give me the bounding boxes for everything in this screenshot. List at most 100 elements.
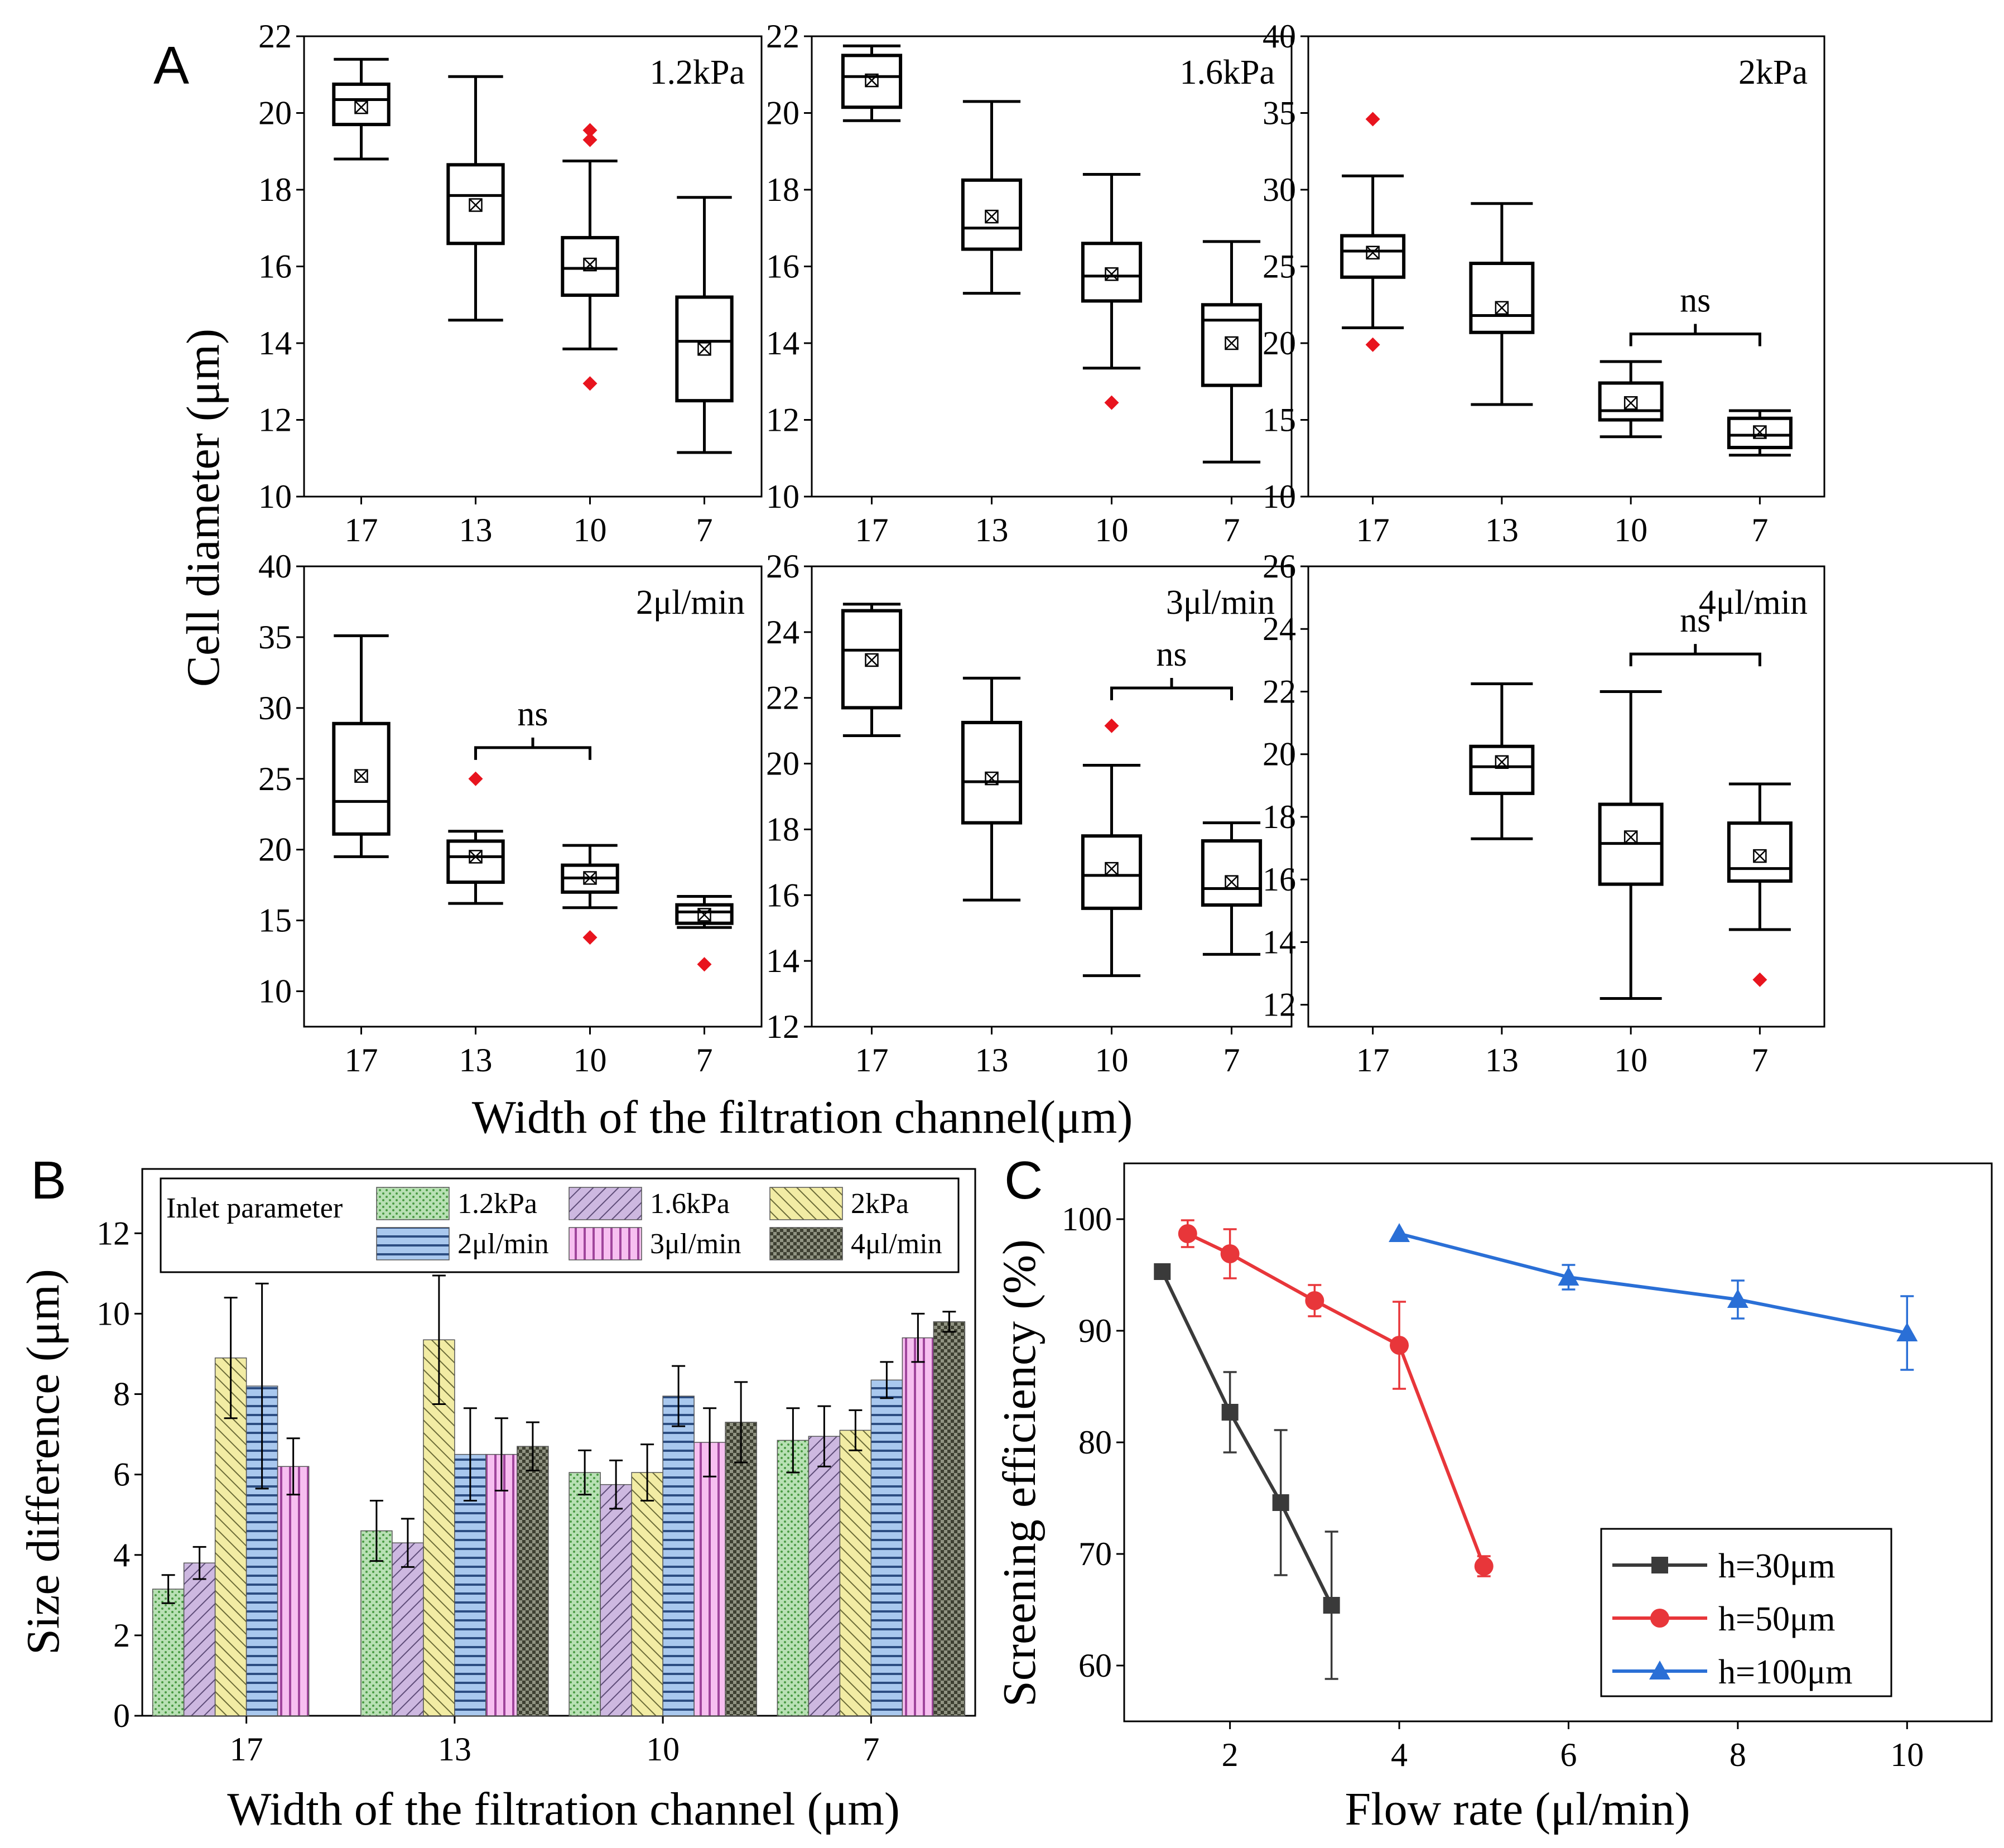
y-tick-label: 12 [1263,986,1296,1023]
y-tick-label: 70 [1078,1536,1112,1572]
box-mean-marker [985,771,999,786]
significance-bracket [474,737,591,760]
box-mean-marker [1495,301,1509,315]
box-iqr [1201,839,1263,907]
data-point-h-50um [1178,1224,1197,1243]
bar-1-6kpa-10 [600,1484,632,1716]
data-point-h-30um [1272,1494,1289,1511]
y-tick-label: 14 [766,942,799,979]
outlier-point [582,930,598,945]
outlier-point [582,132,598,147]
y-tick-label: 25 [258,761,292,797]
plot-frame [811,565,1293,1028]
box-mean-marker [1225,875,1239,889]
y-tick-label: 20 [258,95,292,132]
legend-swatch-3ul-min [569,1227,642,1260]
significance-label: ns [517,695,548,733]
error-bar [432,1274,446,1406]
error-bar [401,1518,415,1568]
y-tick-label: 10 [97,1295,130,1332]
subplot-2kpa: 10 15 20 25 30 35 40 17 13 10 7 2kPa ns [1263,18,1825,548]
outlier-point [1104,718,1119,733]
y-tick-label: 14 [1263,923,1296,960]
error-bar [703,1407,717,1478]
error-bar [880,1361,894,1399]
significance-bracket [1110,678,1233,701]
error-bar [192,1546,206,1580]
box-mean-cross [985,210,999,224]
data-point-h-50um [1305,1291,1324,1310]
panel-a-ylabel: Cell diameter (μm) [177,329,229,687]
y-tick-label: 20 [1263,325,1296,362]
legend-label-3ul-min: 3μl/min [650,1228,741,1260]
x-tick-label: 8 [1730,1736,1746,1773]
box-mean-cross [354,769,368,783]
x-tick-label: 13 [1485,512,1519,548]
line-chart: 60 70 80 90 100 2 4 6 8 10 h=30μm h=50μm h=100μm [1062,1162,1993,1773]
error-bar [224,1297,238,1419]
significance-label: ns [1680,601,1711,639]
x-tick-label: 17 [1356,1042,1390,1079]
box-mean-cross [1624,830,1638,844]
y-tick-label: 90 [1078,1312,1112,1349]
x-tick-label: 13 [459,1042,493,1079]
box-mean-cross [354,100,368,114]
box-iqr [1598,381,1664,422]
data-point-h-100um [1558,1267,1579,1286]
bar-3ul-min-13 [485,1454,518,1716]
box-mean-cross [469,850,483,864]
box-mean-cross [985,772,999,785]
x-tick-label: 10 [646,1731,680,1768]
box-iqr [1727,821,1793,883]
legend-title: Inlet parameter [166,1192,343,1224]
y-tick-label: 4 [113,1537,130,1573]
subplot-label: 3μl/min [1166,584,1275,622]
y-tick-label: 22 [258,18,292,55]
error-bar [734,1381,748,1464]
y-tick-label: 22 [766,18,799,55]
box-iqr [961,178,1023,251]
x-tick-label: 13 [1485,1042,1519,1079]
x-tick-label: 6 [1560,1736,1577,1773]
legend-swatch-1-6kpa [569,1187,642,1220]
legend-marker-h-100um [1649,1661,1670,1679]
y-tick-label: 18 [766,811,799,848]
bar-1-2kpa-17 [152,1589,185,1716]
x-tick-label: 10 [574,1042,607,1079]
y-tick-label: 24 [766,614,799,651]
y-tick-label: 12 [97,1215,130,1252]
y-tick-label: 10 [766,478,799,515]
legend-marker-h-50um [1650,1609,1669,1628]
y-tick-label: 18 [258,171,292,208]
y-tick-label: 10 [258,478,292,515]
data-point-h-50um [1390,1336,1409,1355]
legend-label-h-100um: h=100μm [1718,1653,1852,1691]
bar-3ul-min-10 [693,1442,726,1716]
legend: h=30μm h=50μm h=100μm [1600,1528,1892,1697]
bar-3ul-min-17 [277,1466,310,1716]
y-tick-label: 16 [1263,861,1296,898]
y-tick-label: 22 [766,680,799,716]
plot-frame [1307,565,1825,1028]
box-mean-marker [697,908,711,922]
data-point-h-30um [1221,1404,1239,1421]
box-mean-marker [583,871,597,885]
subplot-label: 1.2kPa [650,54,745,92]
box-mean-cross [583,871,597,885]
box-mean-marker [865,653,879,667]
box-mean-cross [1366,246,1380,259]
box-mean-cross [1495,755,1509,769]
legend-label-2ul-min: 2μl/min [457,1228,549,1260]
legend-label-4ul-min: 4μl/min [851,1228,942,1260]
legend-swatch-2kpa [769,1187,843,1220]
bar-4ul-min-7 [933,1321,966,1716]
x-tick-label: 7 [1751,512,1768,548]
x-tick-label: 4 [1391,1736,1408,1773]
box-iqr [1469,744,1535,795]
box-mean-marker [985,209,999,224]
x-tick-label: 10 [1095,1042,1129,1079]
data-point-h-100um [1896,1322,1918,1341]
box-iqr [675,295,734,403]
error-bar [161,1574,175,1604]
error-bar [286,1437,300,1496]
